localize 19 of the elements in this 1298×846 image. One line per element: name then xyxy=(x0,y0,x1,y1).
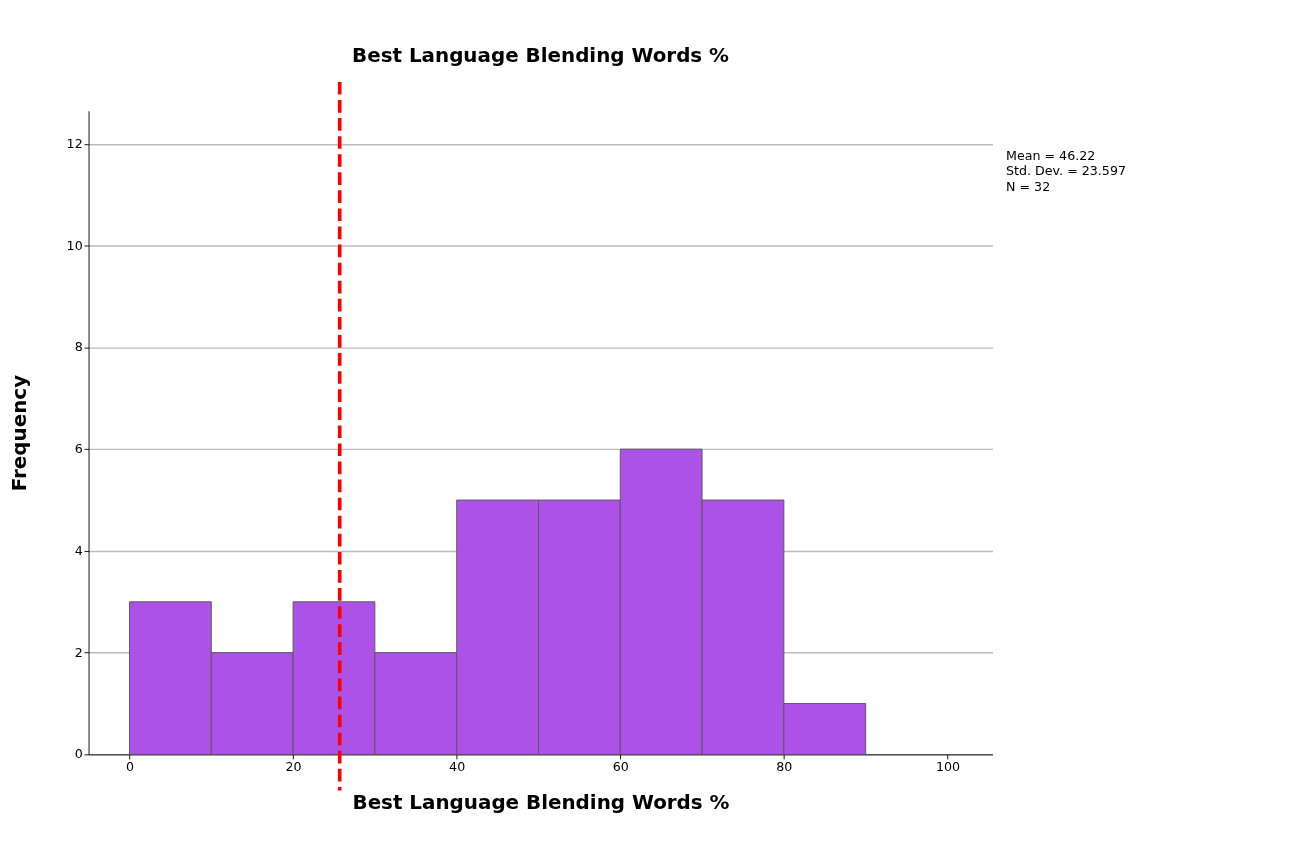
y-tick-label: 4 xyxy=(74,542,83,558)
y-tick-label: 2 xyxy=(74,644,83,660)
y-tick-label: 10 xyxy=(66,237,83,253)
y-tick-label: 0 xyxy=(74,746,83,762)
chart-title: Best Language Blending Words % xyxy=(352,44,730,68)
x-tick-label: 100 xyxy=(935,759,961,775)
x-tick-label: 20 xyxy=(285,759,302,775)
text: Mean = 46.22 xyxy=(1006,148,1096,164)
x-tick-label: 60 xyxy=(612,759,629,775)
y-tick-label: 6 xyxy=(74,441,83,457)
x-tick-label: 40 xyxy=(449,759,466,775)
y-tick-label: 12 xyxy=(66,135,83,151)
y-axis-title: Frequency xyxy=(7,374,31,492)
x-axis-title: Best Language Blending Words % xyxy=(352,791,730,815)
text: N = 32 xyxy=(1006,178,1051,194)
y-tick-label: 8 xyxy=(74,339,83,355)
x-tick-label: 80 xyxy=(776,759,793,775)
x-tick-label: 0 xyxy=(125,759,134,775)
text: Std. Dev. = 23.597 xyxy=(1006,163,1126,179)
